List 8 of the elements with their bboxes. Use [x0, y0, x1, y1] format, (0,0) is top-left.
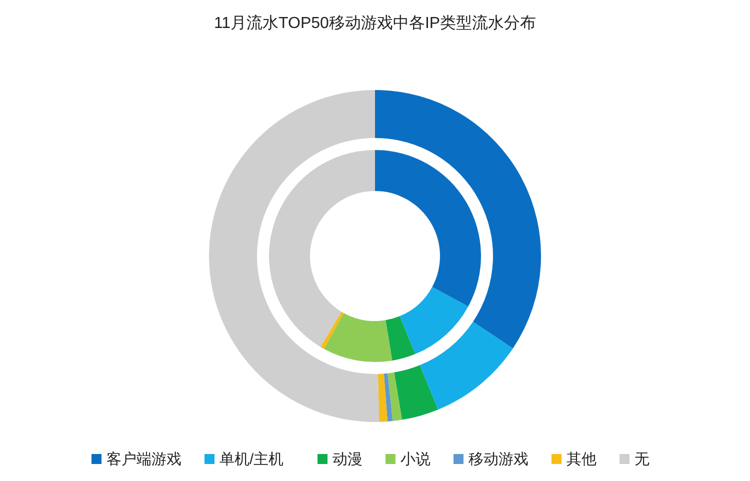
legend-label: 移动游戏 [468, 451, 528, 468]
legend-label: 小说 [400, 451, 430, 468]
legend-label: 客户端游戏 [106, 451, 182, 468]
legend-label: 无 [634, 451, 650, 468]
legend-label: 单机/主机 [220, 451, 284, 468]
legend-label: 动漫 [332, 451, 362, 468]
chart-title: 11月流水TOP50移动游戏中各IP类型流水分布 [214, 14, 536, 32]
legend-label: 其他 [566, 451, 596, 468]
